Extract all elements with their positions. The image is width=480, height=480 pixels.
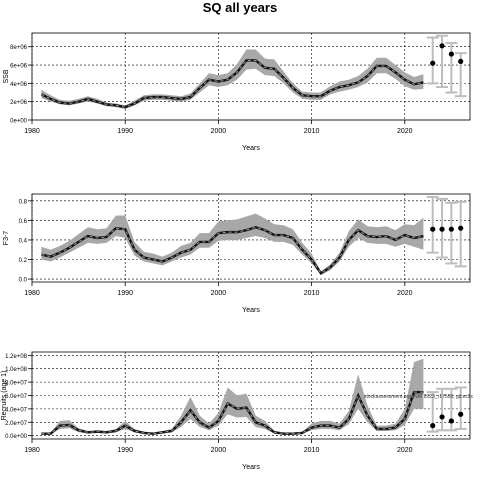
forecast-point [430,226,436,232]
plot-frame [31,32,471,121]
x-tick-label: 2000 [211,290,227,297]
y-tick-label: 0.0e+00 [5,434,28,440]
confidence-band [41,358,424,435]
y-axis-title: F3-7 [3,231,10,246]
x-axis-title: Years [242,307,260,314]
estimate-line-dash [41,59,424,108]
y-tick-label: 2e+06 [10,100,28,106]
x-tick-label: 1980 [24,128,40,135]
y-tick-label: 0e+00 [10,119,28,125]
x-tick-label: 2020 [397,290,413,297]
x-axis-title: Years [242,145,260,152]
forecast-point [430,423,436,429]
estimate-line-dash [41,391,424,435]
forecast-point [458,225,464,231]
x-tick-label: 1990 [117,447,133,454]
y-tick-label: 4e+06 [10,82,28,88]
y-tick-label: 1.2e+08 [5,354,28,360]
forecast-point [448,226,454,232]
y-axis-title: Recruits (age 1) [1,371,8,421]
forecast-point [448,418,454,424]
x-tick-label: 2010 [304,290,320,297]
forecast-point [458,58,464,64]
version-stamp: stockassessment.org (NW 2023_r17555, git… [364,394,474,400]
y-tick-label: 0.6 [19,219,28,225]
plot-frame [31,193,471,283]
y-tick-label: 6e+06 [10,64,28,70]
y-tick-label: 0.4 [19,238,28,244]
y-tick-label: 8e+06 [10,45,28,51]
x-tick-label: 1990 [117,290,133,297]
x-tick-label: 2020 [397,447,413,454]
forecast-point [439,43,445,49]
estimate-line [41,225,424,275]
x-axis-title: Years [242,464,260,471]
y-axis-title: SSB [3,69,10,83]
confidence-band [41,49,424,110]
x-tick-label: 2010 [304,128,320,135]
x-tick-label: 1980 [24,447,40,454]
x-tick-label: 2020 [397,128,413,135]
y-tick-label: 0.0 [19,278,28,284]
y-tick-label: 4.0e+07 [5,407,28,413]
x-tick-label: 2000 [211,447,227,454]
x-tick-label: 2010 [304,447,320,454]
y-tick-label: 2.0e+07 [5,421,28,427]
forecast-point [458,411,464,417]
forecast-point [439,414,445,420]
x-tick-label: 1990 [117,128,133,135]
x-tick-label: 1980 [24,290,40,297]
forecast-point [430,60,436,66]
forecast-point [448,51,454,57]
y-tick-label: 0.2 [19,258,28,264]
y-tick-label: 0.8 [19,199,28,205]
forecast-point [439,226,445,232]
y-tick-label: 6.0e+07 [5,394,28,400]
y-tick-label: 8.0e+07 [5,381,28,387]
page-title: SQ all years [202,0,278,15]
y-tick-label: 1.0e+08 [5,367,28,373]
x-tick-label: 2000 [211,128,227,135]
